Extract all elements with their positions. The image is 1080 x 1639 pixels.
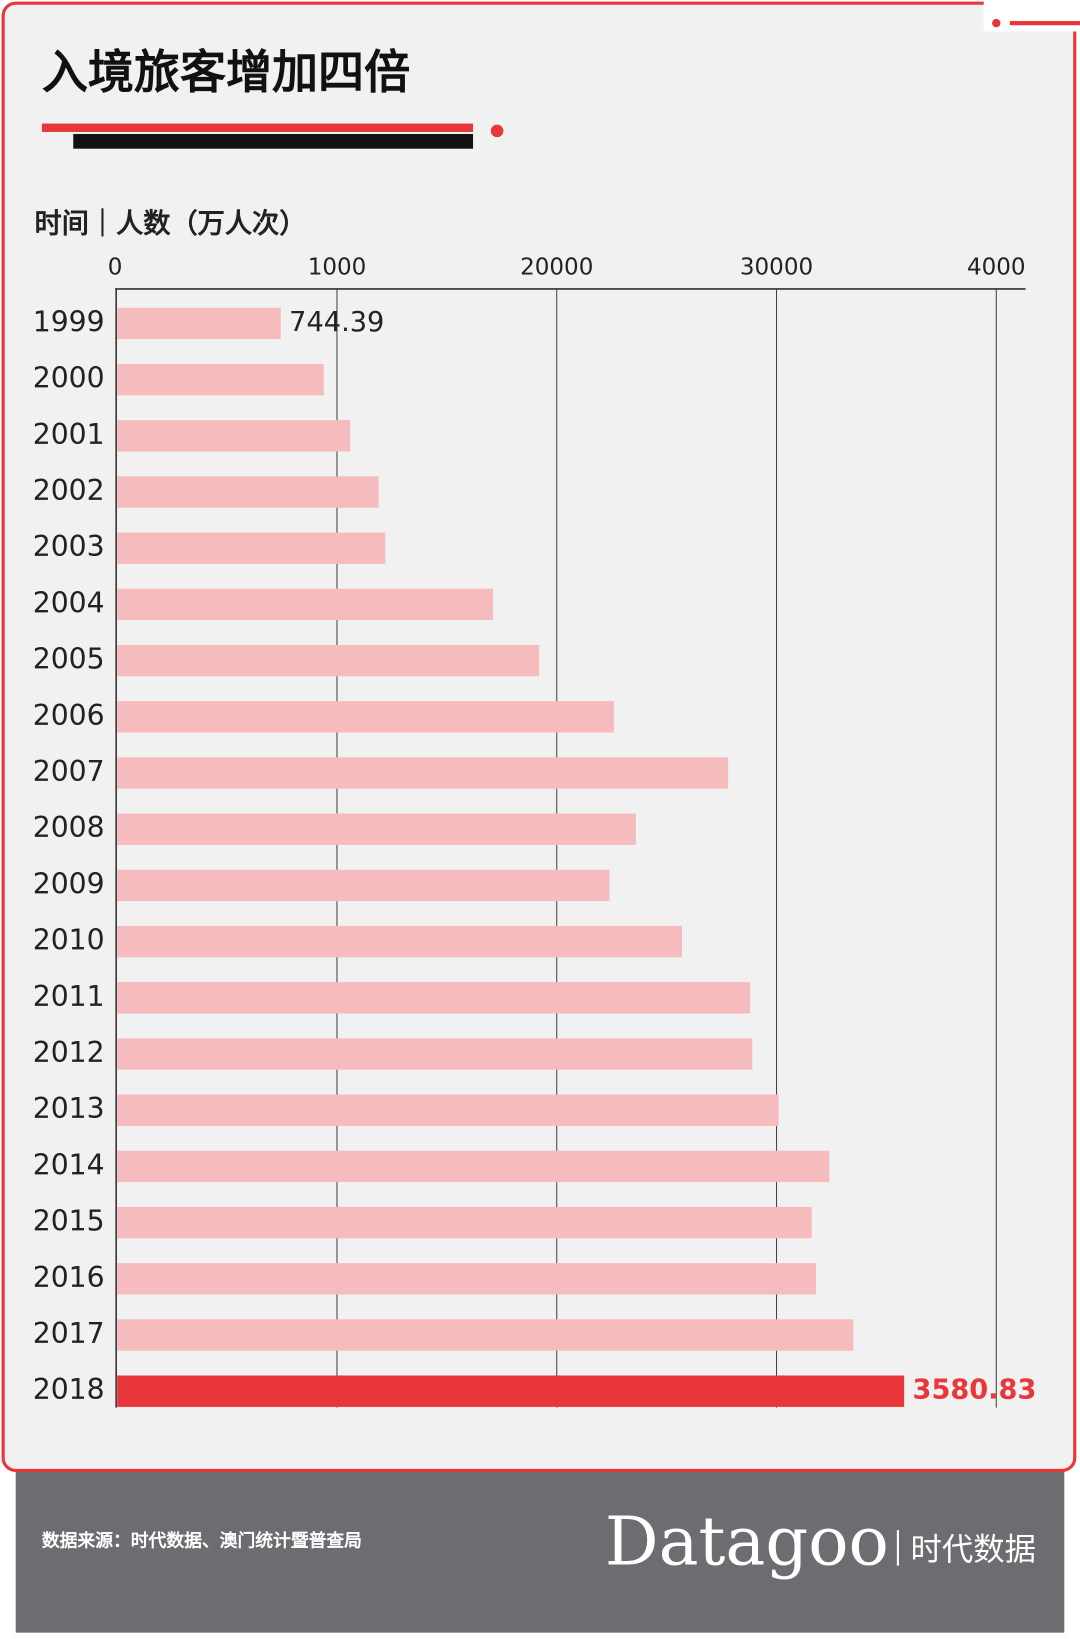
x-tick-label: 30000 xyxy=(740,254,813,280)
bar xyxy=(117,476,379,508)
bar xyxy=(117,363,324,396)
y-tick-label: 2002 xyxy=(33,474,105,507)
bar xyxy=(117,1094,779,1126)
y-tick-label: 2009 xyxy=(33,867,105,900)
title-dot xyxy=(490,124,504,138)
y-tick-label: 2011 xyxy=(33,980,105,1013)
axis-label: 时间｜人数（万人次） xyxy=(35,208,307,240)
bar xyxy=(117,982,751,1014)
bar xyxy=(117,757,729,789)
x-tick-label: 4000 xyxy=(967,254,1026,280)
bar xyxy=(117,644,540,677)
y-tick-label: 2006 xyxy=(33,699,105,732)
y-tick-label: 2012 xyxy=(33,1036,105,1069)
bar xyxy=(117,588,494,621)
y-tick-label: 2014 xyxy=(33,1148,105,1181)
y-tick-label: 2008 xyxy=(33,811,105,844)
bar xyxy=(117,925,683,958)
title-bar-black xyxy=(73,134,474,149)
bar xyxy=(117,307,281,340)
y-tick-label: 2010 xyxy=(33,924,105,957)
source: 数据来源：时代数据、澳门统计暨普查局 xyxy=(42,1530,362,1552)
bar xyxy=(117,1375,905,1407)
bar xyxy=(117,869,610,902)
y-tick-label: 2001 xyxy=(33,418,105,451)
title-bar-red xyxy=(41,123,474,132)
footer-band xyxy=(15,1470,1065,1633)
bar xyxy=(117,701,614,733)
y-tick-label: 2007 xyxy=(33,755,105,788)
bar xyxy=(117,1263,817,1295)
y-tick-label: 2004 xyxy=(33,586,105,619)
corner-gap xyxy=(983,0,1080,32)
bar xyxy=(117,813,636,845)
bar xyxy=(117,532,386,564)
x-tick-label: 1000 xyxy=(308,254,367,280)
x-tick-label: 0 xyxy=(108,254,123,280)
value-label: 744.39 xyxy=(289,307,384,338)
bar xyxy=(117,1319,854,1351)
brand-cn: 时代数据 xyxy=(910,1532,1035,1568)
y-tick-label: 1999 xyxy=(33,305,105,338)
y-tick-label: 2013 xyxy=(33,1092,105,1125)
y-tick-label: 2018 xyxy=(33,1373,105,1406)
x-tick-label: 20000 xyxy=(520,254,593,280)
value-label: 3580.83 xyxy=(913,1375,1037,1406)
y-tick-label: 2016 xyxy=(33,1261,105,1294)
y-tick-label: 2003 xyxy=(33,530,105,563)
bar xyxy=(117,1038,753,1070)
bar xyxy=(117,420,351,452)
y-tick-label: 2017 xyxy=(33,1317,105,1350)
bar xyxy=(117,1150,830,1183)
bar xyxy=(117,1206,812,1239)
chart-title: 入境旅客增加四倍 xyxy=(42,45,410,99)
y-tick-label: 2015 xyxy=(33,1205,105,1238)
brand: Datagoo xyxy=(605,1502,889,1580)
y-tick-label: 2000 xyxy=(33,362,105,395)
y-tick-label: 2005 xyxy=(33,643,105,676)
corner-dot xyxy=(992,18,1001,28)
